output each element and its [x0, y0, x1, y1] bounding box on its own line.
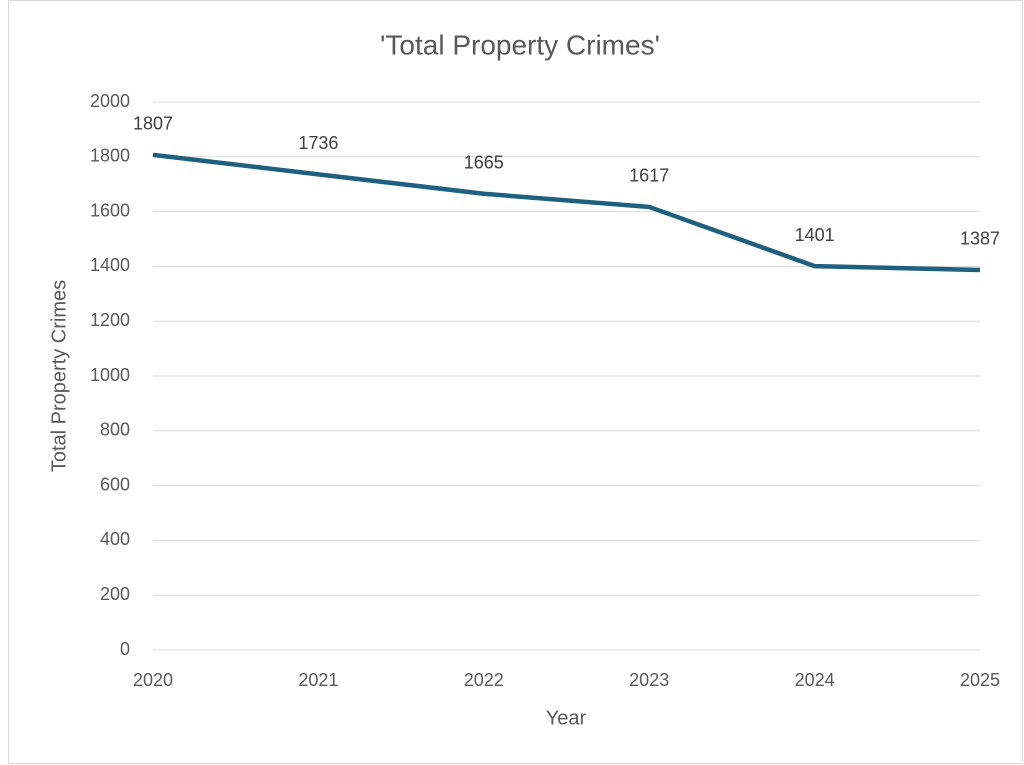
- line-series: [152, 152, 981, 273]
- x-tick-label: 2023: [629, 670, 669, 690]
- y-tick-label: 2000: [90, 91, 130, 111]
- data-label: 1387: [960, 229, 1000, 249]
- y-tick-label: 400: [100, 529, 130, 549]
- y-tick-label: 1400: [90, 255, 130, 275]
- y-tick-label: 200: [100, 584, 130, 604]
- y-tick-label: 0: [120, 639, 130, 659]
- x-tick-label: 2021: [298, 670, 338, 690]
- y-axis-label: Total Property Crimes: [48, 280, 70, 472]
- chart-title: 'Total Property Crimes': [380, 29, 660, 60]
- x-tick-label: 2022: [464, 670, 504, 690]
- x-tick-label: 2020: [133, 670, 173, 690]
- data-label: 1401: [795, 225, 835, 245]
- y-tick-label: 800: [100, 420, 130, 440]
- data-label: 1807: [133, 114, 173, 134]
- chart-border: [8, 0, 1023, 764]
- data-label: 1665: [464, 153, 504, 173]
- y-tick-label: 1800: [90, 146, 130, 166]
- data-label: 1736: [298, 133, 338, 153]
- y-tick-label: 1600: [90, 200, 130, 220]
- data-label: 1617: [629, 166, 669, 186]
- x-tick-label: 2025: [960, 670, 1000, 690]
- x-tick-label: 2024: [795, 670, 835, 690]
- x-axis-label: Year: [546, 707, 587, 729]
- y-tick-label: 1200: [90, 310, 130, 330]
- y-tick-label: 1000: [90, 365, 130, 385]
- y-tick-label: 600: [100, 474, 130, 494]
